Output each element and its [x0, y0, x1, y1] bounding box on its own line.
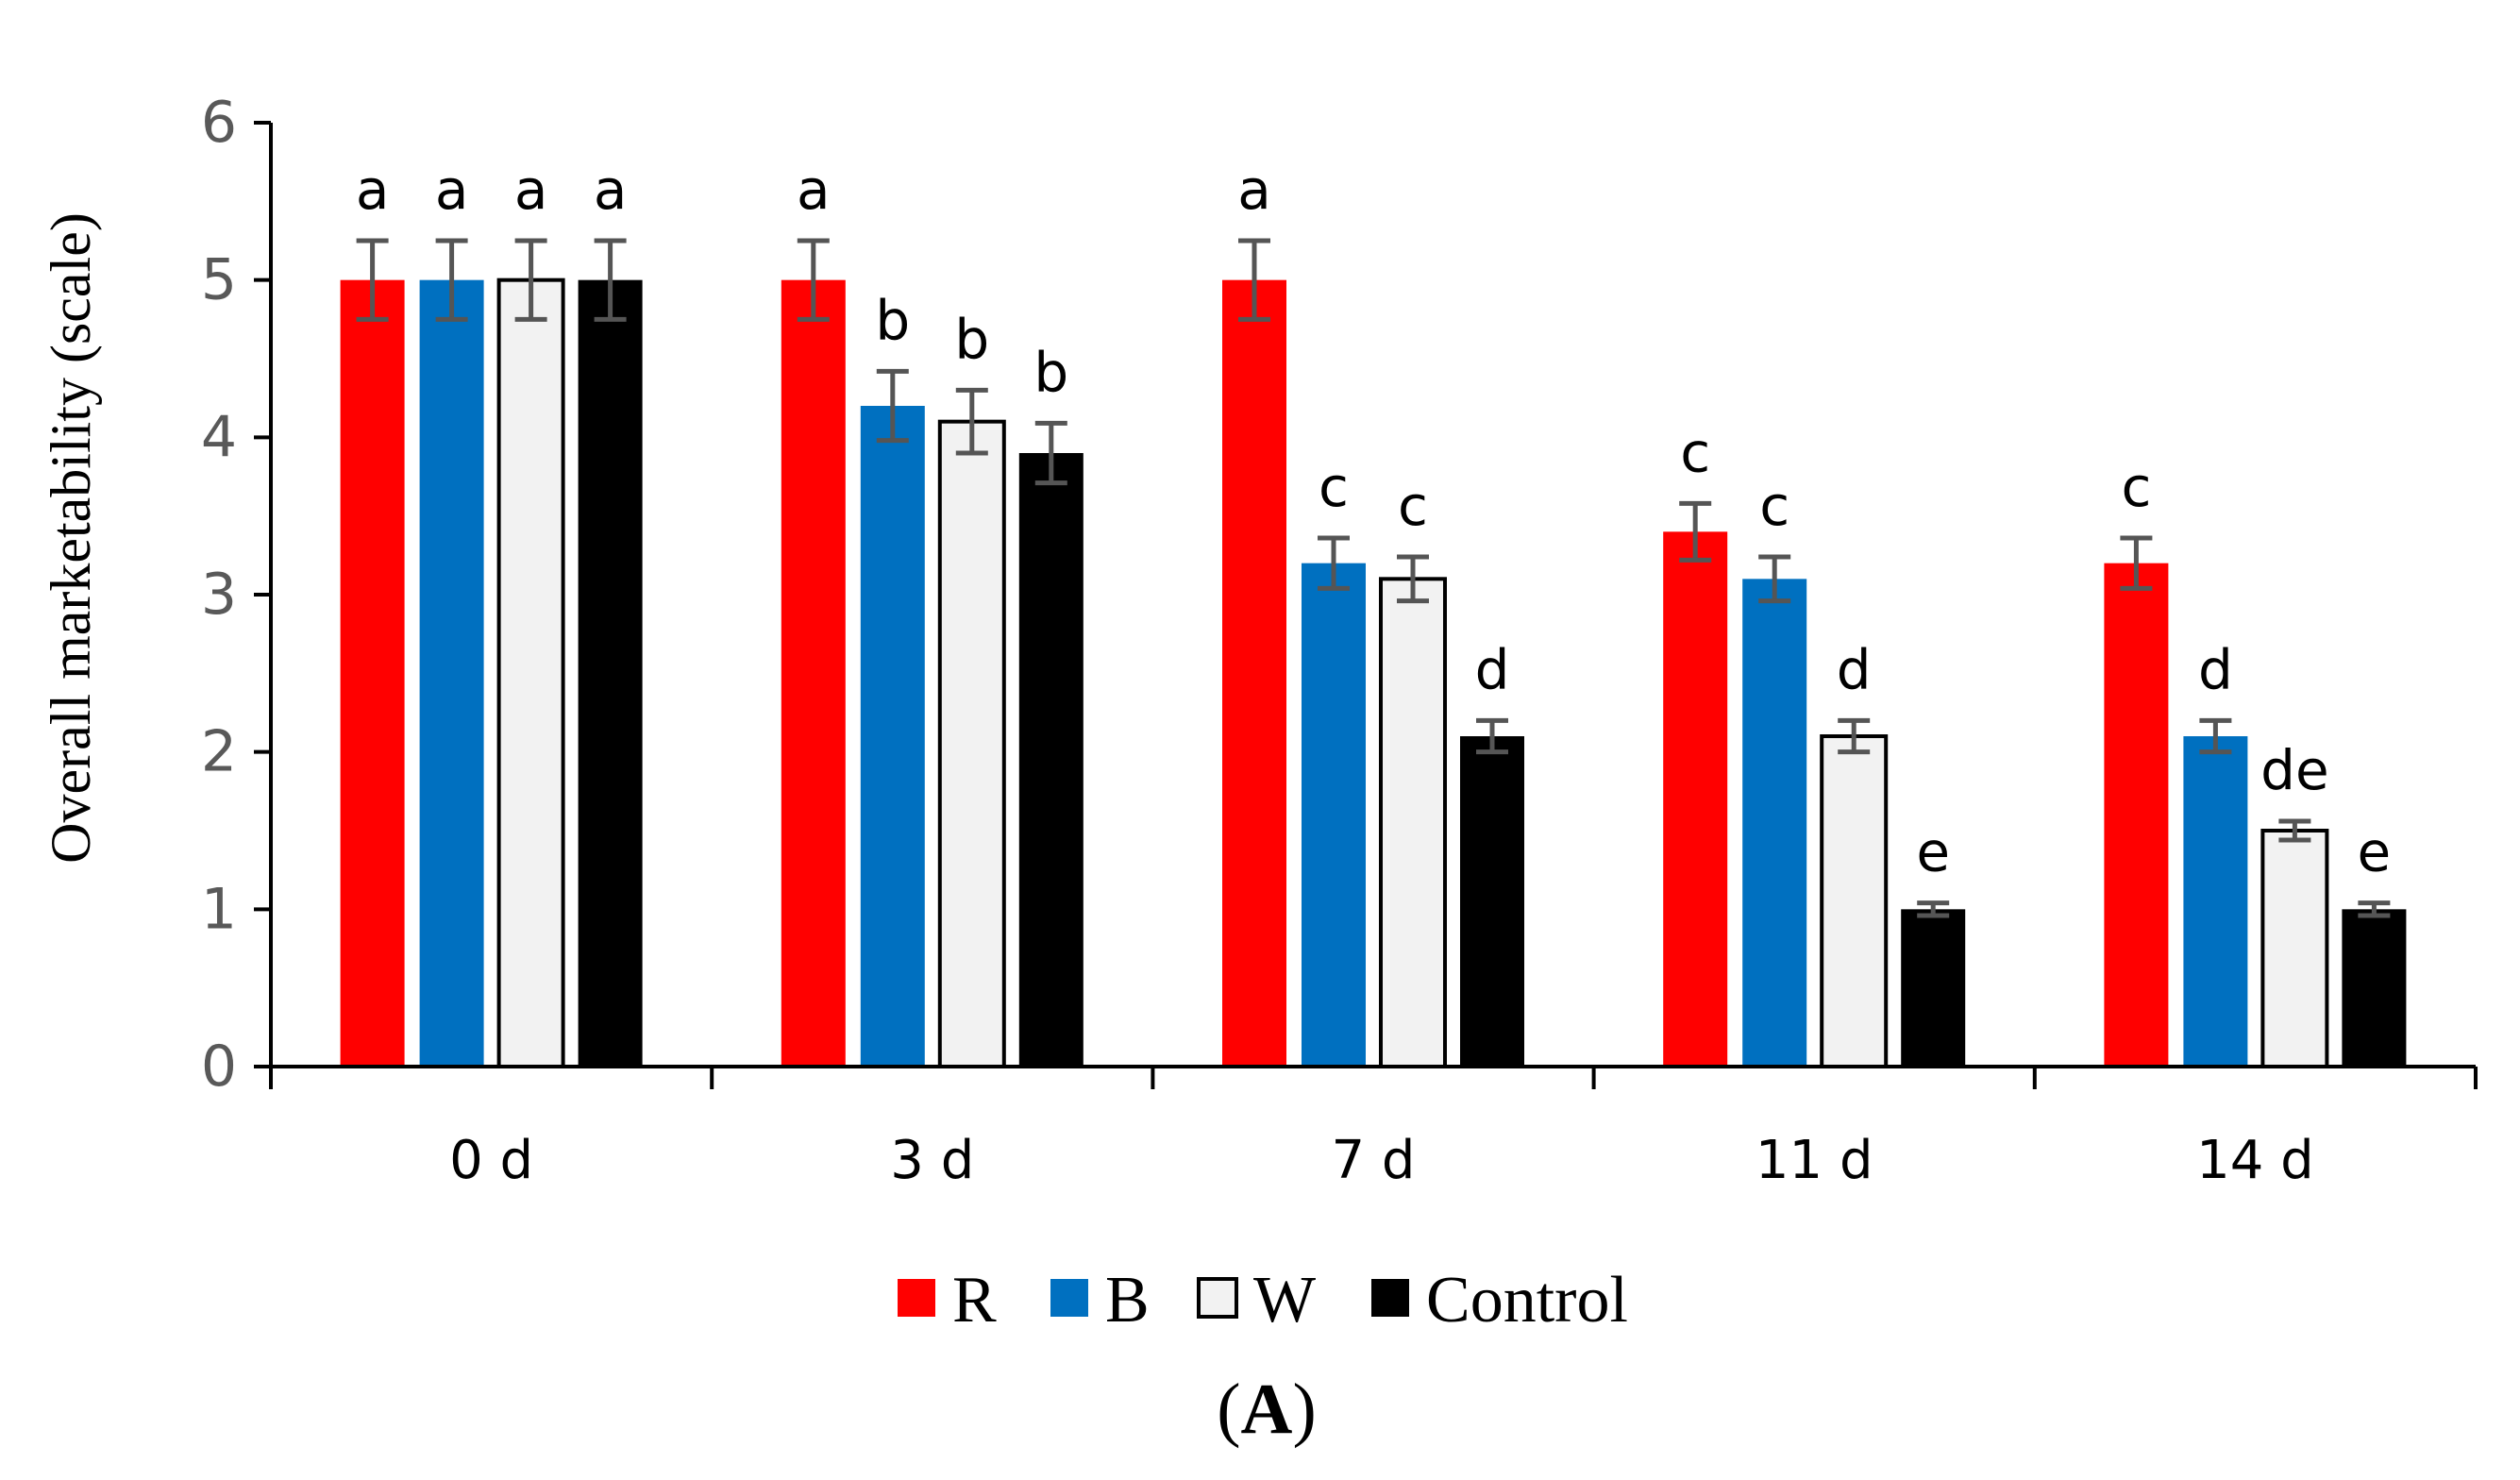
legend-swatch-b: [1050, 1279, 1088, 1317]
legend-swatch-control: [1371, 1279, 1409, 1317]
y-tick-label: 2: [201, 719, 237, 785]
legend-swatch-w: [1197, 1277, 1238, 1319]
significance-letter: c: [1759, 474, 1789, 538]
significance-letter: d: [1837, 637, 1872, 701]
legend-label-r: R: [952, 1264, 997, 1337]
significance-letter: a: [356, 158, 390, 222]
error-bars: [356, 238, 2391, 918]
significance-letter: b: [1033, 340, 1068, 404]
bar-control-0d: [578, 279, 643, 1068]
x-tick-label: 7 d: [1332, 1130, 1416, 1191]
caption-open-paren: (: [1217, 1370, 1240, 1449]
x-tick-label: 0 d: [449, 1130, 533, 1191]
x-axis: 0 d 3 d 7 d 11 d 14 d: [269, 1065, 2478, 1191]
legend-label-b: B: [1105, 1264, 1150, 1337]
bar-control-3d: [1018, 453, 1084, 1067]
significance-letter: e: [1916, 820, 1950, 884]
bar-b-7d: [1302, 563, 1366, 1067]
bar-r-7d: [1222, 279, 1286, 1068]
y-tick-label: 4: [201, 404, 237, 470]
significance-letter: a: [1237, 158, 1271, 222]
significance-letter: c: [1398, 474, 1428, 538]
bar-w-11d: [1820, 734, 1889, 1068]
significance-letter: a: [514, 158, 548, 222]
bar-w-0d: [496, 278, 565, 1068]
caption-close-paren: ): [1292, 1370, 1316, 1449]
bar-r-0d: [340, 279, 405, 1068]
bar-control-14d: [2342, 909, 2407, 1067]
x-tick-label: 14 d: [2196, 1130, 2314, 1191]
bar-b-3d: [860, 406, 925, 1067]
bar-r-3d: [781, 279, 846, 1068]
significance-letter: c: [1680, 420, 1710, 484]
significance-letter: a: [594, 158, 628, 222]
bar-control-11d: [1901, 909, 1966, 1067]
bar-w-3d: [937, 419, 1006, 1068]
significance-letter: d: [2198, 637, 2233, 701]
significance-letter: a: [797, 158, 831, 222]
x-tick-label: 11 d: [1756, 1130, 1873, 1191]
panel-caption: (A): [1217, 1370, 1317, 1449]
bar-b-11d: [1742, 579, 1807, 1067]
y-axis: 0 1 2 3 4 5 6: [201, 90, 273, 1100]
bar-r-11d: [1663, 531, 1728, 1067]
legend-label-control: Control: [1426, 1264, 1628, 1337]
significance-letter: de: [2260, 738, 2329, 802]
caption-letter: A: [1241, 1370, 1293, 1449]
significance-letter: e: [2358, 820, 2392, 884]
y-tick-label: 3: [201, 562, 237, 628]
significance-letter: b: [954, 307, 989, 371]
bar-control-7d: [1460, 736, 1524, 1067]
legend-label-w: W: [1253, 1264, 1316, 1337]
bar-b-14d: [2183, 736, 2248, 1067]
y-tick-label: 0: [201, 1034, 237, 1100]
bar-w-14d: [2260, 829, 2329, 1068]
legend: R B W Control: [898, 1264, 1628, 1337]
bar-b-0d: [419, 279, 484, 1068]
bar-w-7d: [1379, 577, 1447, 1068]
y-tick-label: 6: [201, 90, 237, 156]
significance-letter: b: [875, 288, 910, 352]
x-tick-label: 3 d: [890, 1130, 974, 1191]
y-tick-label: 1: [201, 876, 237, 942]
y-axis-label: Overall marketability (scale): [40, 212, 102, 864]
significance-letter: c: [1319, 455, 1349, 519]
legend-swatch-r: [898, 1279, 935, 1317]
bars: [340, 278, 2407, 1068]
significance-letter: c: [2121, 455, 2151, 519]
y-tick-label: 5: [201, 247, 237, 313]
significance-letter: d: [1475, 637, 1510, 701]
bar-r-14d: [2104, 563, 2169, 1067]
significance-letter: a: [435, 158, 469, 222]
